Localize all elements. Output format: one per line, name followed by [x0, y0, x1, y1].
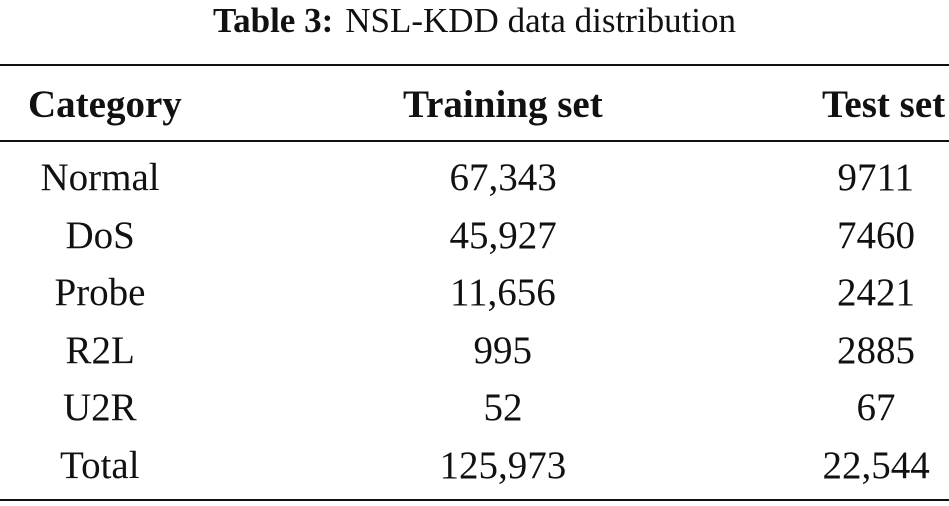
table-cell: 7460 — [837, 213, 915, 257]
caption-label: Table 3: — [212, 1, 334, 40]
table-cell: 995 — [473, 328, 533, 372]
table-cell: 45,927 — [449, 213, 557, 257]
bottom-rule — [0, 499, 949, 501]
header-cell: Training set — [403, 83, 603, 126]
table-cell: 67,343 — [449, 156, 557, 199]
table-cell: 2885 — [837, 328, 915, 372]
table-cell: 125,973 — [439, 444, 567, 487]
table-cell: R2L — [65, 328, 135, 372]
table-cell: Normal — [40, 156, 160, 199]
table-cell: Total — [60, 444, 140, 487]
table-cell: 22,544 — [822, 444, 930, 487]
table-cell: 11,656 — [450, 271, 556, 315]
table-cell: U2R — [63, 386, 137, 430]
caption: Table 3: NSL-KDD data distribution — [0, 0, 949, 42]
header-cell: Category — [28, 83, 182, 126]
table-cell: 9711 — [837, 156, 915, 199]
table-cell: DoS — [65, 213, 135, 257]
table-cell: 52 — [483, 386, 523, 430]
top-rule — [0, 64, 949, 66]
table-cell: 67 — [856, 386, 896, 430]
table-cell: Probe — [54, 271, 146, 315]
header-rule — [0, 140, 949, 142]
header-cell: Test set — [822, 83, 946, 126]
table-cell: 2421 — [837, 271, 915, 315]
caption-title: NSL-KDD data distribution — [345, 1, 737, 40]
